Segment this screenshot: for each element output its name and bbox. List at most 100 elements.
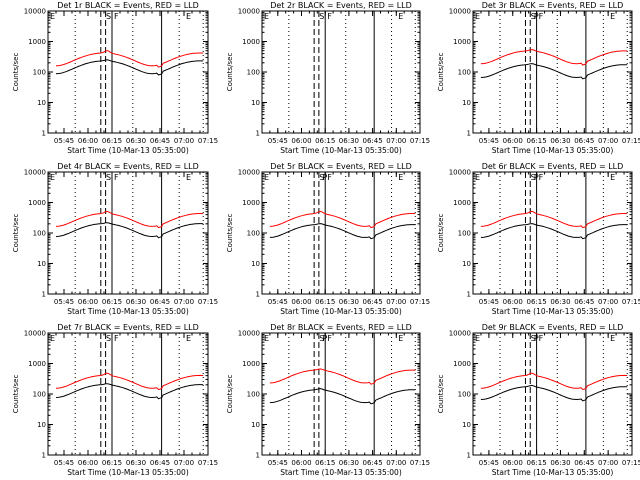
top-marker-letter: F [539,173,544,182]
top-marker-letter: S [106,173,111,182]
y-tick-label: 100 [247,69,260,77]
top-marker-letter: S [106,334,111,343]
x-tick-label: 06:45 [574,459,594,467]
x-tick-label: 07:00 [174,298,194,306]
y-tick-label: 10000 [238,169,260,177]
x-tick-label: 06:00 [503,137,523,145]
panel-title: Det 2r BLACK = Events, RED = LLD [270,1,412,10]
x-tick-label: 06:30 [550,298,570,306]
x-tick-label: 06:30 [339,298,359,306]
detector-panel-3: Det 3r BLACK = Events, RED = LLD 1 10 100 10… [437,1,640,155]
top-marker-letter: F [327,12,332,21]
x-tick-label: 07:00 [598,298,618,306]
detector-panel-7: Det 7r BLACK = Events, RED = LLD 1 10 100 10… [12,323,218,477]
top-marker-letter: E [186,334,191,343]
x-tick-label: 06:45 [574,298,594,306]
top-marker-letter: P [534,12,539,21]
top-marker-letter: E [186,12,191,21]
plot-frame [261,332,421,456]
y-tick-label: 100 [33,391,46,399]
top-marker-letter: E [264,12,269,21]
plot-frame [472,10,633,134]
x-axis-label: Start Time (10-Mar-13 05:35:00) [280,468,402,477]
series-line-events [269,388,416,405]
x-tick-label: 06:00 [78,137,98,145]
x-tick-label: 06:45 [363,459,383,467]
top-marker-letter: E [610,334,615,343]
top-marker-letter: P [534,334,539,343]
x-tick-label: 06:30 [550,137,570,145]
y-tick-label: 1 [256,130,260,138]
top-marker-letter: E [50,12,55,21]
y-tick-label: 1 [256,452,260,460]
y-tick-label: 1000 [453,199,471,207]
x-tick-label: 06:00 [291,459,311,467]
y-tick-label: 10 [37,421,46,429]
top-marker-letter: F [114,334,119,343]
x-axis-label: Start Time (10-Mar-13 05:35:00) [67,307,189,316]
y-tick-label: 10000 [24,8,46,16]
y-tick-label: 10 [462,260,471,268]
x-tick-label: 05:45 [268,459,288,467]
detector-panel-1: Det 1r BLACK = Events, RED = LLD 1 10 100 10… [12,1,218,155]
series-line-events [55,59,204,76]
top-marker-letter: E [475,12,480,21]
plot-frame [47,332,209,456]
top-marker-letter: E [186,173,191,182]
x-tick-label: 06:30 [339,459,359,467]
y-tick-label: 10 [462,421,471,429]
x-tick-label: 07:15 [198,137,218,145]
series-line-events [480,384,628,402]
y-tick-label: 10 [462,99,471,107]
x-tick-label: 07:00 [598,459,618,467]
detector-panel-5: Det 5r BLACK = Events, RED = LLD 1 10 100 10… [226,162,430,316]
top-marker-letter: F [539,334,544,343]
x-axis-label: Start Time (10-Mar-13 05:35:00) [67,468,189,477]
y-axis-label: Counts/sec [437,53,445,92]
y-tick-label: 10000 [24,169,46,177]
x-tick-label: 07:00 [174,137,194,145]
series-line-lld [480,210,628,229]
y-tick-label: 1 [42,130,46,138]
top-marker-letter: E [264,334,269,343]
top-marker-letter: P [534,173,539,182]
y-tick-label: 100 [33,69,46,77]
series-line-events [480,223,628,240]
top-marker-letter: E [475,334,480,343]
x-tick-label: 06:00 [291,137,311,145]
x-tick-label: 07:00 [386,459,406,467]
y-tick-label: 1 [42,452,46,460]
series-line-lld [480,49,628,66]
top-marker-letter: E [264,173,269,182]
panel-title: Det 3r BLACK = Events, RED = LLD [482,1,624,10]
panel-title: Det 8r BLACK = Events, RED = LLD [270,323,412,332]
x-axis-label: Start Time (10-Mar-13 05:35:00) [280,307,402,316]
series-line-lld [480,372,628,391]
y-tick-label: 10 [37,260,46,268]
x-tick-label: 07:15 [198,459,218,467]
plot-frame [47,171,209,295]
x-tick-label: 06:45 [363,298,383,306]
x-tick-label: 06:15 [527,137,547,145]
y-tick-label: 1 [467,130,471,138]
series-line-lld [269,368,416,385]
x-tick-label: 06:15 [315,459,335,467]
x-tick-label: 07:15 [622,137,640,145]
x-tick-label: 06:15 [102,137,122,145]
top-marker-letter: S [319,173,324,182]
top-marker-letter: E [50,334,55,343]
y-tick-label: 100 [33,230,46,238]
x-tick-label: 06:00 [78,298,98,306]
x-tick-label: 06:15 [102,298,122,306]
x-tick-label: 06:30 [126,137,146,145]
panel-title: Det 1r BLACK = Events, RED = LLD [57,1,199,10]
y-axis-label: Counts/sec [226,53,234,92]
series-line-lld [55,372,204,391]
y-axis-label: Counts/sec [226,375,234,414]
x-tick-label: 06:30 [339,137,359,145]
x-tick-label: 05:45 [479,459,499,467]
x-tick-label: 06:45 [363,137,383,145]
y-tick-label: 10000 [449,330,471,338]
x-tick-label: 05:45 [268,298,288,306]
